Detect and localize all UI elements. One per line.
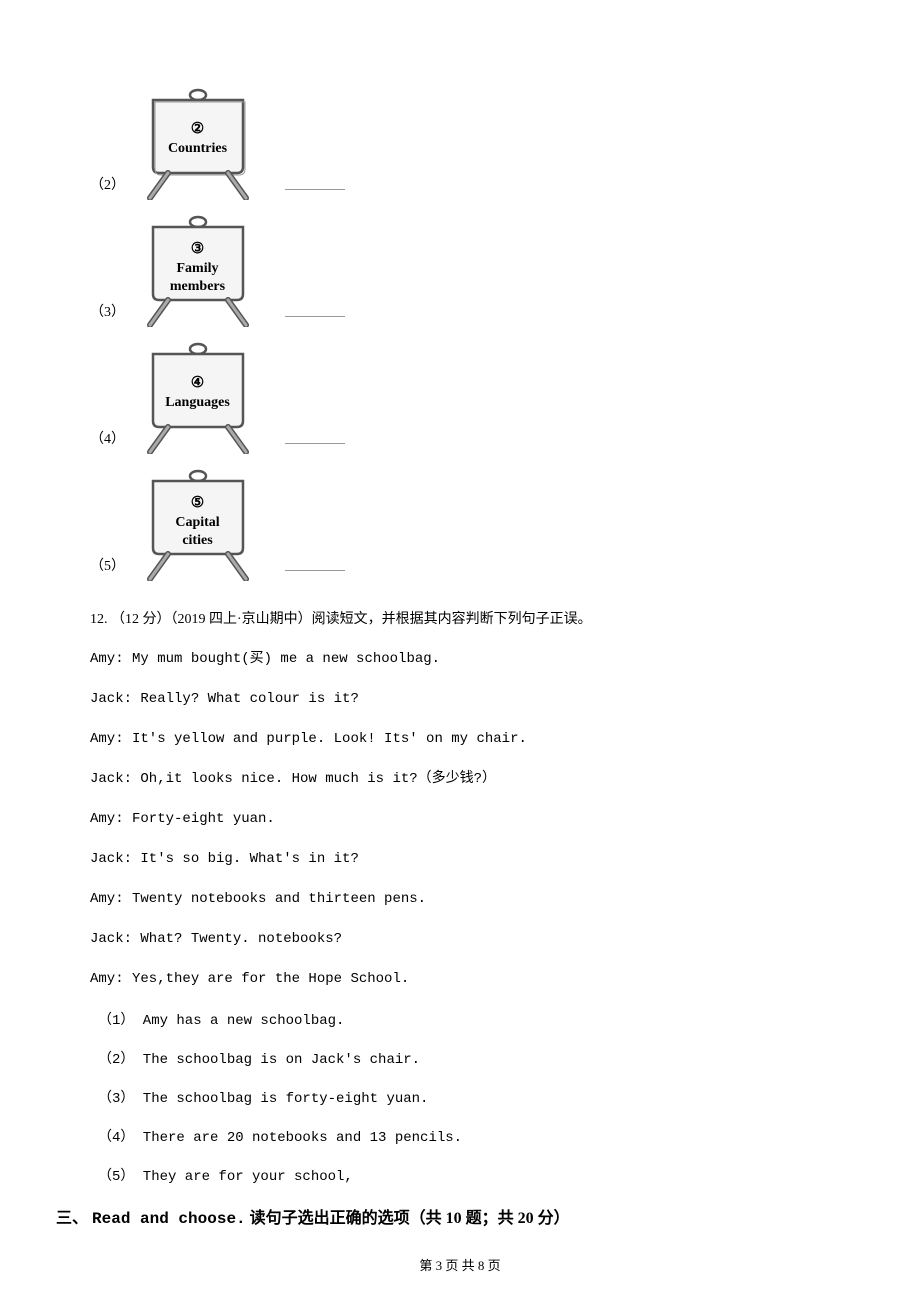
dialogue-line: Jack: What? Twenty. notebooks? xyxy=(90,929,830,950)
section-number: 三、 xyxy=(56,1210,88,1227)
easel-item-3: （3） ③ Family members xyxy=(90,212,830,327)
easel-graphic: ⑤ Capital cities xyxy=(140,466,255,581)
sub-question: （1） Amy has a new schoolbag. xyxy=(90,1009,830,1029)
easel-text: ② Countries xyxy=(140,120,255,158)
dialogue-line: Amy: Yes,they are for the Hope School. xyxy=(90,969,830,990)
item-number: （5） xyxy=(90,555,128,581)
easel-item-5: （5） ⑤ Capital cities xyxy=(90,466,830,581)
item-number: （4） xyxy=(90,428,128,454)
dialogue-line: Jack: Oh,it looks nice. How much is it?（… xyxy=(90,769,830,790)
answer-blank[interactable] xyxy=(285,189,345,190)
item-number: （2） xyxy=(90,174,128,200)
easel-text: ③ Family members xyxy=(140,240,255,296)
sub-question: （5） They are for your school, xyxy=(90,1165,830,1185)
dialogue-line: Amy: It's yellow and purple. Look! Its' … xyxy=(90,729,830,750)
section-english-title: Read and choose. xyxy=(92,1210,246,1228)
easel-text: ④ Languages xyxy=(140,374,255,412)
sub-question: （3） The schoolbag is forty-eight yuan. xyxy=(90,1087,830,1107)
page-footer: 第 3 页 共 8 页 xyxy=(0,1255,920,1274)
answer-blank[interactable] xyxy=(285,570,345,571)
easel-graphic: ④ Languages xyxy=(140,339,255,454)
section-chinese-title: 读句子选出正确的选项（共 10 题；共 20 分） xyxy=(250,1210,570,1227)
dialogue-line: Amy: Twenty notebooks and thirteen pens. xyxy=(90,889,830,910)
sub-question: （4） There are 20 notebooks and 13 pencil… xyxy=(90,1126,830,1146)
easel-graphic: ② Countries xyxy=(140,85,255,200)
easel-text: ⑤ Capital cities xyxy=(140,494,255,550)
easel-item-4: （4） ④ Languages xyxy=(90,339,830,454)
answer-blank[interactable] xyxy=(285,316,345,317)
dialogue-line: Jack: It's so big. What's in it? xyxy=(90,849,830,870)
easel-graphic: ③ Family members xyxy=(140,212,255,327)
answer-blank[interactable] xyxy=(285,443,345,444)
dialogue-line: Amy: My mum bought(买) me a new schoolbag… xyxy=(90,649,830,670)
easel-item-2: （2） ② Countries xyxy=(90,85,830,200)
dialogue-line: Jack: Really? What colour is it? xyxy=(90,689,830,710)
item-number: （3） xyxy=(90,301,128,327)
section-3-header: 三、 Read and choose. 读句子选出正确的选项（共 10 题；共 … xyxy=(56,1204,830,1228)
sub-question: （2） The schoolbag is on Jack's chair. xyxy=(90,1048,830,1068)
question-12-header: 12. （12 分）（2019 四上·京山期中）阅读短文，并根据其内容判断下列句… xyxy=(90,609,830,631)
dialogue-line: Amy: Forty-eight yuan. xyxy=(90,809,830,830)
